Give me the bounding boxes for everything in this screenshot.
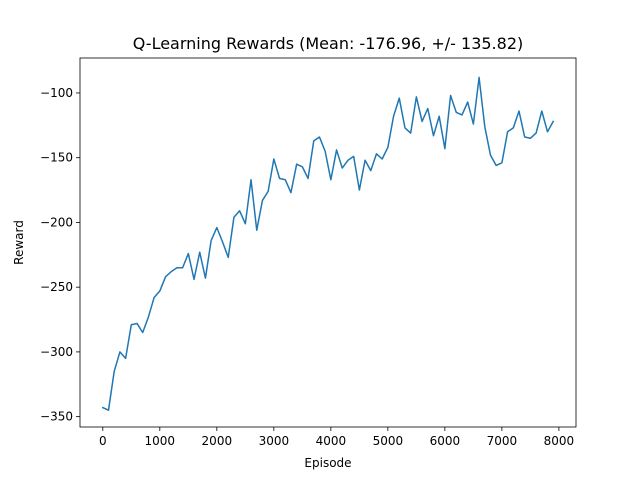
x-tick-label: 7000 [487, 434, 518, 448]
x-axis-label: Episode [304, 456, 351, 470]
x-tick-label: 0 [99, 434, 107, 448]
y-tick-label: −150 [40, 151, 73, 165]
x-tick-label: 6000 [430, 434, 461, 448]
series-layer [101, 76, 555, 411]
y-tick-label: −200 [40, 215, 73, 229]
plot-area [79, 57, 577, 428]
y-tick-label: −100 [40, 86, 73, 100]
y-axis: −350 −300 −250 −200 −150 −100 [40, 86, 80, 424]
x-tick-label: 5000 [373, 434, 404, 448]
x-tick-label: 3000 [259, 434, 290, 448]
x-axis: 0 1000 2000 3000 4000 5000 6000 7000 8000 [99, 427, 574, 448]
y-tick-label: −300 [40, 345, 73, 359]
y-axis-label: Reward [12, 220, 26, 265]
x-tick-label: 1000 [145, 434, 176, 448]
x-tick-label: 2000 [202, 434, 233, 448]
y-tick-label: −350 [40, 410, 73, 424]
plot-frame [79, 57, 577, 428]
y-tick-label: −250 [40, 280, 73, 294]
chart-title: Q-Learning Rewards (Mean: -176.96, +/- 1… [133, 34, 524, 53]
x-tick-label: 8000 [544, 434, 575, 448]
x-tick-label: 4000 [316, 434, 347, 448]
series-line-0 [101, 76, 555, 411]
